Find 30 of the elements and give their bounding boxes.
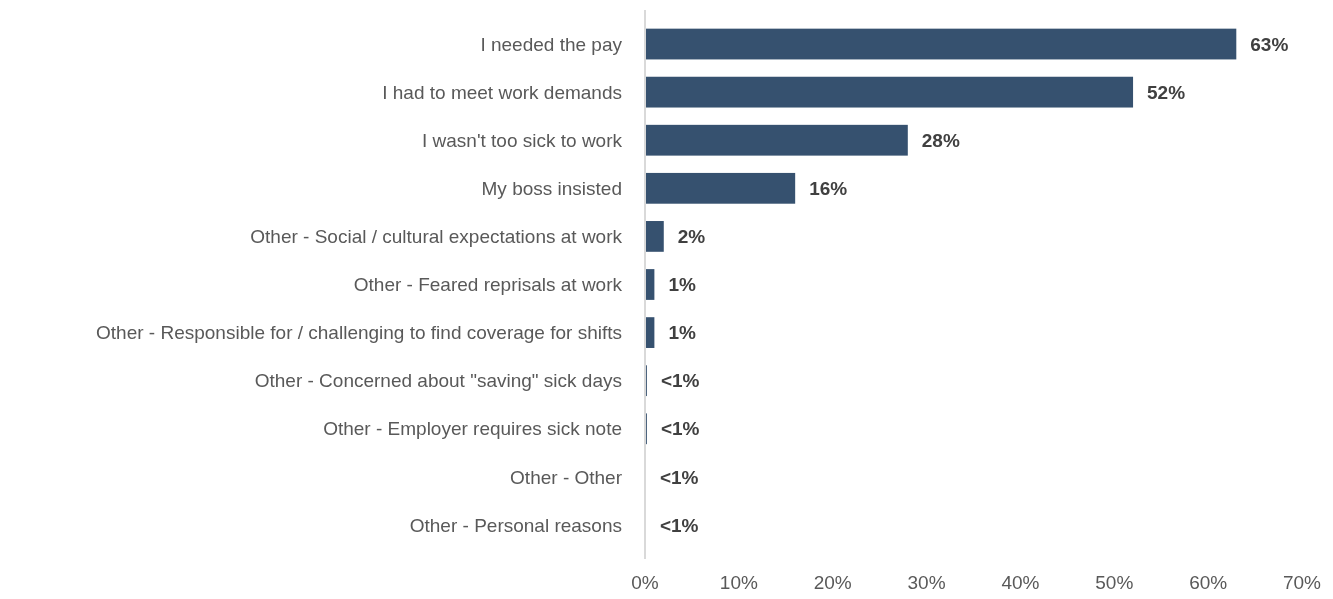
data-label: <1% xyxy=(660,418,700,440)
y-tick-label: I needed the pay xyxy=(480,33,623,55)
x-tick-label: 10% xyxy=(719,572,758,593)
y-tick-label: Other - Responsible for / challenging to find coverage for shifts xyxy=(96,322,622,344)
y-tick-label: Other - Concerned about "saving" sick days xyxy=(254,370,622,392)
data-label: 2% xyxy=(677,226,706,248)
data-label: <1% xyxy=(659,466,699,488)
y-tick-label: Other - Feared reprisals at work xyxy=(353,274,623,296)
data-label: 1% xyxy=(668,274,696,296)
y-tick-label: I had to meet work demands xyxy=(382,81,622,103)
data-label: 1% xyxy=(668,322,696,344)
data-label: 16% xyxy=(809,177,848,199)
data-label: 63% xyxy=(1250,33,1289,55)
data-label: <1% xyxy=(660,370,700,392)
data-label: <1% xyxy=(659,514,699,536)
x-tick-label: 30% xyxy=(907,572,946,593)
y-tick-label: Other - Personal reasons xyxy=(409,514,622,536)
y-tick-label: Other - Social / cultural expectations at work xyxy=(250,226,623,248)
x-tick-label: 20% xyxy=(813,572,852,593)
x-tick-label: 0% xyxy=(631,572,659,593)
x-tick-label: 70% xyxy=(1282,572,1322,593)
data-label: 52% xyxy=(1147,81,1186,103)
y-tick-label: My boss insisted xyxy=(481,177,622,199)
y-tick-label: I wasn't too sick to work xyxy=(421,129,623,151)
y-tick-label: Other - Other xyxy=(510,466,623,488)
data-label: 28% xyxy=(921,129,960,151)
x-tick-label: 60% xyxy=(1189,572,1228,593)
x-tick-label: 50% xyxy=(1095,572,1134,593)
y-tick-label: Other - Employer requires sick note xyxy=(323,418,622,440)
x-tick-label: 40% xyxy=(1001,572,1040,593)
